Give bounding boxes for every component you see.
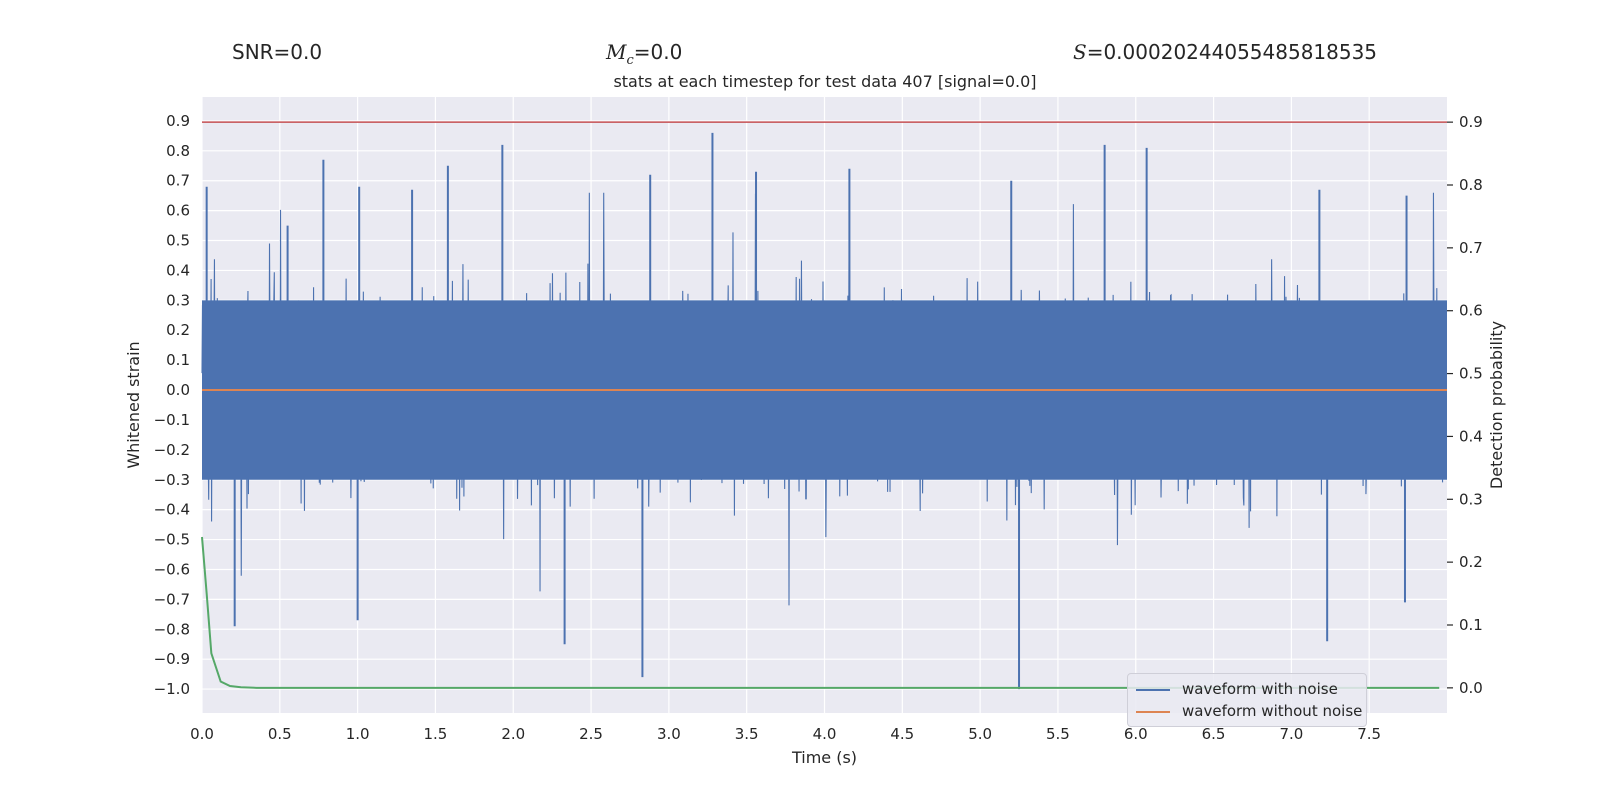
y-tick-label: −0.5 bbox=[154, 531, 190, 549]
legend-item-clean: waveform without noise bbox=[1136, 700, 1362, 722]
y-tick-label: 0.8 bbox=[166, 142, 190, 160]
y-tick-label: 0.7 bbox=[166, 172, 190, 190]
x-tick-label: 0.5 bbox=[268, 725, 292, 743]
y-right-tick-label: 0.3 bbox=[1459, 490, 1483, 508]
legend: waveform with noise waveform without noi… bbox=[1127, 673, 1367, 727]
y-tick-label: −0.4 bbox=[154, 501, 190, 519]
y-tick-label: 0.3 bbox=[166, 291, 190, 309]
y-tick-label: 0.9 bbox=[166, 112, 190, 130]
x-tick-label: 5.0 bbox=[968, 725, 992, 743]
x-tick-label: 1.5 bbox=[424, 725, 448, 743]
y-tick-label: −0.8 bbox=[154, 620, 190, 638]
legend-swatch-clean bbox=[1136, 710, 1170, 713]
y-right-tick-label: 0.4 bbox=[1459, 427, 1483, 445]
y-right-tick-label: 0.9 bbox=[1459, 113, 1483, 131]
s-symbol: S bbox=[1073, 40, 1087, 64]
y-right-tick-label: 0.6 bbox=[1459, 302, 1483, 320]
x-tick-label: 4.0 bbox=[813, 725, 837, 743]
x-axis-label: Time (s) bbox=[791, 748, 857, 767]
legend-label-noise: waveform with noise bbox=[1182, 680, 1338, 698]
mc-symbol: M bbox=[606, 40, 627, 64]
x-tick-label: 7.0 bbox=[1279, 725, 1303, 743]
y-axis-label: Whitened strain bbox=[124, 341, 143, 468]
y-tick-label: 0.0 bbox=[166, 381, 190, 399]
x-tick-label: 3.5 bbox=[735, 725, 759, 743]
y-tick-label: −0.3 bbox=[154, 471, 190, 489]
probability-line bbox=[201, 536, 1440, 689]
legend-label-clean: waveform without noise bbox=[1182, 702, 1363, 720]
y-right-tick-label: 0.2 bbox=[1459, 553, 1483, 571]
series-detection-probability bbox=[201, 536, 1440, 689]
snr-label: SNR=0.0 bbox=[232, 40, 323, 64]
y-axis-right-label: Detection probability bbox=[1487, 321, 1506, 489]
y-tick-label: −0.9 bbox=[154, 650, 190, 668]
chart-title: stats at each timestep for test data 407… bbox=[613, 72, 1037, 91]
y-tick-label: 0.1 bbox=[166, 351, 190, 369]
y-tick-label: 0.4 bbox=[166, 261, 190, 279]
y-tick-label: −1.0 bbox=[154, 680, 190, 698]
y-tick-label: −0.7 bbox=[154, 590, 190, 608]
chirp-mass-label: Mc=0.0 bbox=[606, 40, 682, 68]
y-tick-label: 0.5 bbox=[166, 232, 190, 250]
x-tick-label: 0.0 bbox=[190, 725, 214, 743]
x-tick-label: 6.0 bbox=[1124, 725, 1148, 743]
y-right-tick-label: 0.0 bbox=[1459, 679, 1483, 697]
mc-value: =0.0 bbox=[633, 40, 683, 64]
x-tick-label: 2.0 bbox=[501, 725, 525, 743]
mc-subscript: c bbox=[626, 53, 634, 68]
y-right-tick-label: 0.1 bbox=[1459, 616, 1483, 634]
x-tick-label: 6.5 bbox=[1202, 725, 1226, 743]
legend-swatch-noise bbox=[1136, 688, 1170, 691]
x-tick-label: 4.5 bbox=[890, 725, 914, 743]
y-right-tick-label: 0.5 bbox=[1459, 365, 1483, 383]
legend-item-noise: waveform with noise bbox=[1136, 678, 1338, 700]
x-tick-label: 1.0 bbox=[346, 725, 370, 743]
s-value: =0.00020244055485818535 bbox=[1086, 40, 1378, 64]
y-tick-label: −0.2 bbox=[154, 441, 190, 459]
x-tick-label: 7.5 bbox=[1357, 725, 1381, 743]
y-right-tick-label: 0.7 bbox=[1459, 239, 1483, 257]
axis-ticks: 0.0 0.5 1.0 1.5 2.0 2.5 3.0 3.5 4.0 4.5 5.0 5.5 6.0 6… bbox=[154, 112, 1483, 743]
y-tick-label: −0.1 bbox=[154, 411, 190, 429]
x-tick-label: 2.5 bbox=[579, 725, 603, 743]
y-tick-label: 0.6 bbox=[166, 202, 190, 220]
x-tick-label: 3.0 bbox=[657, 725, 681, 743]
y-tick-label: −0.6 bbox=[154, 560, 190, 578]
y-right-tick-label: 0.8 bbox=[1459, 176, 1483, 194]
score-label: S=0.00020244055485818535 bbox=[1073, 40, 1377, 64]
y-tick-label: 0.2 bbox=[166, 321, 190, 339]
x-tick-label: 5.5 bbox=[1046, 725, 1070, 743]
